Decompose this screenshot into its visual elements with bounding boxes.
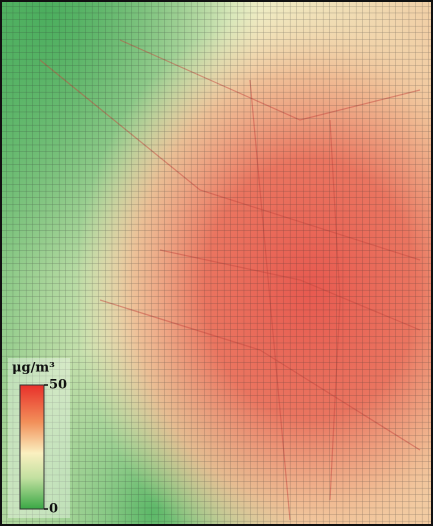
colorbar: [19, 384, 45, 510]
legend: μg/m³ 50 0: [8, 358, 70, 518]
legend-max-label: 50: [49, 378, 67, 393]
legend-unit: μg/m³: [12, 361, 55, 376]
legend-min-label: 0: [49, 502, 58, 517]
